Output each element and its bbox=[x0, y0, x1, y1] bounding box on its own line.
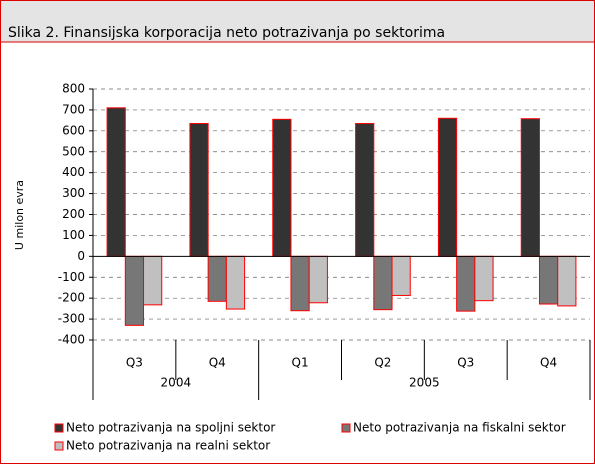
y-tick-label: -200 bbox=[58, 291, 85, 305]
y-tick-label: -300 bbox=[58, 312, 85, 326]
legend-label: Neto potrazivanja na spoljni sektor bbox=[66, 421, 275, 435]
x-group-label: 2005 bbox=[409, 376, 440, 390]
bar bbox=[272, 118, 292, 257]
bar bbox=[143, 255, 163, 306]
legend-label: Neto potrazivanja na realni sektor bbox=[66, 439, 270, 453]
legend-swatch bbox=[54, 423, 64, 433]
y-tick-label: 400 bbox=[62, 165, 85, 179]
bar bbox=[308, 255, 328, 304]
legend-swatch bbox=[54, 441, 64, 451]
bar bbox=[474, 255, 494, 302]
y-tick-label: -100 bbox=[58, 270, 85, 284]
legend-swatch bbox=[341, 423, 351, 433]
chart-title: Slika 2. Finansijska korporacija neto po… bbox=[8, 25, 445, 41]
y-tick-label: 600 bbox=[62, 123, 85, 137]
y-tick-label: 0 bbox=[77, 249, 85, 263]
y-tick-label: -400 bbox=[58, 333, 85, 347]
bar bbox=[520, 118, 540, 257]
y-tick-label: 100 bbox=[62, 228, 85, 242]
header bbox=[1, 1, 594, 42]
x-tick-label: Q3 bbox=[126, 356, 143, 370]
x-tick-label: Q3 bbox=[457, 356, 474, 370]
x-tick-label: Q2 bbox=[374, 356, 391, 370]
bar bbox=[538, 255, 559, 305]
y-tick-label: 300 bbox=[62, 186, 85, 200]
x-tick-label: Q4 bbox=[209, 356, 226, 370]
legend-label: Neto potrazivanja na fiskalni sektor bbox=[353, 421, 566, 435]
y-tick-label: 700 bbox=[62, 102, 85, 116]
x-tick-label: Q4 bbox=[540, 356, 557, 370]
bar bbox=[355, 123, 375, 257]
y-tick-label: 800 bbox=[62, 82, 85, 96]
bar bbox=[225, 255, 246, 310]
bar bbox=[290, 255, 310, 312]
bar bbox=[456, 255, 476, 312]
y-tick-label: 200 bbox=[62, 207, 85, 221]
bar bbox=[373, 255, 393, 311]
bar bbox=[189, 123, 209, 257]
y-tick-label: 500 bbox=[62, 144, 85, 158]
bar bbox=[207, 255, 227, 302]
bar bbox=[437, 117, 458, 257]
bar bbox=[106, 107, 126, 257]
bar bbox=[124, 255, 145, 326]
bar bbox=[557, 255, 577, 307]
x-tick-label: Q1 bbox=[292, 356, 309, 370]
bar bbox=[391, 255, 411, 296]
x-group-label: 2004 bbox=[161, 376, 192, 390]
y-axis-label: U milon evra bbox=[13, 180, 26, 250]
